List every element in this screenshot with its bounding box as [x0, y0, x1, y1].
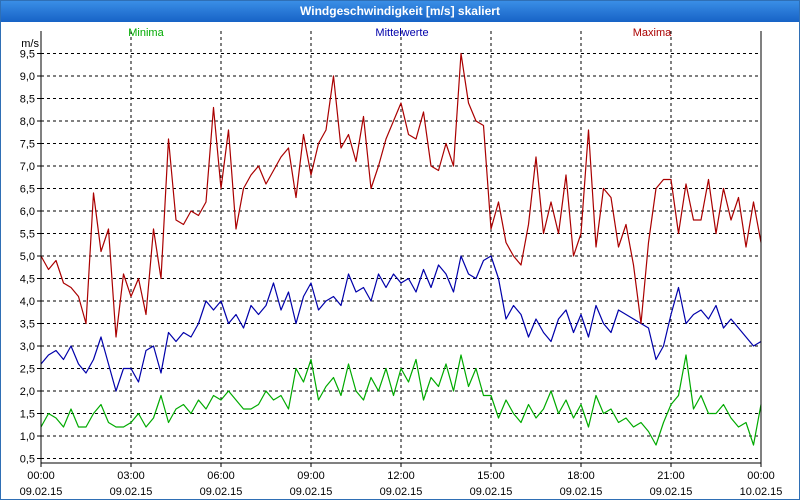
x-tick-date-label: 09.02.15	[200, 486, 243, 498]
series-line-minima	[40, 354, 762, 446]
y-tick-label: 9,0	[20, 71, 35, 83]
y-tick-label: 7,5	[20, 139, 35, 151]
legend-entry-minima: Minima	[128, 27, 164, 39]
y-tick-label: 8,0	[20, 116, 35, 128]
x-tick-time-label: 18:00	[567, 470, 595, 482]
y-tick-label: 3,5	[20, 319, 35, 331]
wind-speed-chart: 0,5 1,0 1,5 2,0 2,5 3,0 3,5 4,0 4,5 5,0 5,5 6,0 6,5 7…	[20, 27, 783, 498]
y-tick-label: 6,5	[20, 184, 35, 196]
x-tick-time-label: 09:00	[297, 470, 325, 482]
y-tick-label: 2,5	[20, 364, 35, 376]
legend-entry-mittelwerte: Mittelwerte	[375, 27, 428, 39]
x-tick-time-label: 15:00	[477, 470, 505, 482]
y-tick-label: 4,0	[20, 296, 35, 308]
y-tick-label: 5,0	[20, 251, 35, 263]
x-tick-time-label: 03:00	[117, 470, 145, 482]
x-tick-time-label: 12:00	[387, 470, 415, 482]
y-tick-label: 8,5	[20, 94, 35, 106]
y-tick-label: 3,0	[20, 341, 35, 353]
chart-series	[40, 52, 762, 446]
x-tick-date-label: 09.02.15	[20, 486, 63, 498]
y-tick-label: 4,5	[20, 274, 35, 286]
series-line-maxima	[40, 52, 762, 338]
x-tick-date-label: 09.02.15	[470, 486, 513, 498]
x-tick-date-label: 09.02.15	[560, 486, 603, 498]
y-tick-label: 2,0	[20, 386, 35, 398]
x-tick-time-label: 06:00	[207, 470, 235, 482]
x-tick-date-label: 09.02.15	[290, 486, 333, 498]
x-tick-date-label: 09.02.15	[650, 486, 693, 498]
window-title: Windgeschwindigkeit [m/s] skaliert	[1, 1, 799, 22]
x-tick-date-label: 10.02.15	[740, 486, 783, 498]
x-tick-time-label: 00:00	[747, 470, 775, 482]
x-tick-time-label: 00:00	[27, 470, 55, 482]
x-tick-date-label: 09.02.15	[380, 486, 423, 498]
y-axis-label: m/s	[21, 38, 39, 50]
y-tick-label: 0,5	[20, 454, 35, 466]
x-tick-time-label: 21:00	[657, 470, 685, 482]
chart-grid	[41, 31, 761, 463]
y-tick-label: 1,0	[20, 431, 35, 443]
chart-axes: 0,5 1,0 1,5 2,0 2,5 3,0 3,5 4,0 4,5 5,0 5,5 6,0 6,5 7…	[20, 31, 783, 498]
y-tick-label: 6,0	[20, 206, 35, 218]
y-tick-label: 7,0	[20, 161, 35, 173]
legend-entry-maxima: Maxima	[633, 27, 672, 39]
y-tick-label: 1,5	[20, 409, 35, 421]
chart-legend: Minima Mittelwerte Maxima	[128, 27, 672, 39]
x-tick-date-label: 09.02.15	[110, 486, 153, 498]
y-tick-label: 5,5	[20, 229, 35, 241]
y-tick-label: 9,5	[20, 49, 35, 61]
